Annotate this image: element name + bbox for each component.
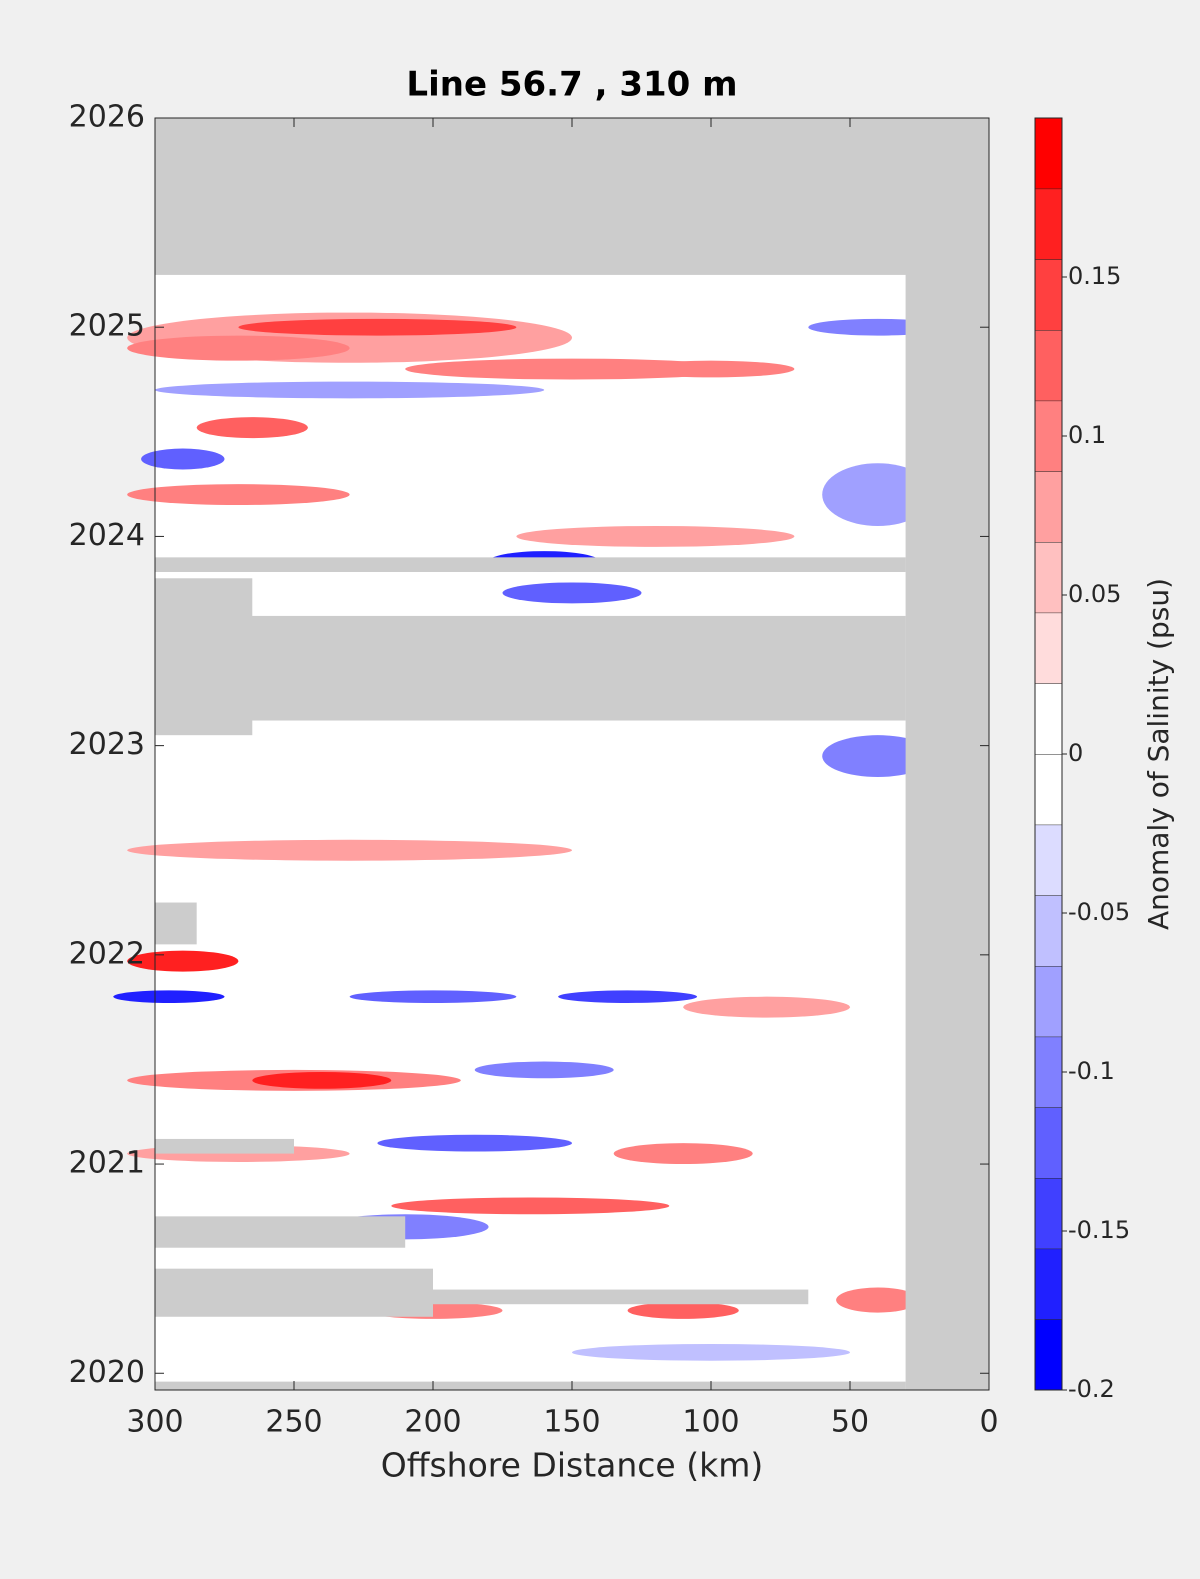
y-tick-label: 2025 bbox=[69, 309, 145, 344]
x-tick-label: 100 bbox=[682, 1405, 739, 1440]
colorbar-bin bbox=[1035, 188, 1062, 260]
y-tick-label: 2023 bbox=[69, 727, 145, 762]
anomaly-feature bbox=[155, 381, 545, 399]
masked-region bbox=[155, 1138, 294, 1154]
anomaly-feature bbox=[516, 525, 795, 547]
anomaly-feature bbox=[252, 1072, 392, 1089]
x-tick-label: 200 bbox=[404, 1405, 461, 1440]
masked-region bbox=[155, 1216, 406, 1248]
anomaly-feature bbox=[627, 1302, 739, 1319]
colorbar-label: Anomaly of Salinity (psu) bbox=[1142, 578, 1175, 930]
x-tick-label: 250 bbox=[265, 1405, 322, 1440]
colorbar-bin bbox=[1035, 259, 1062, 330]
x-tick-label: 300 bbox=[126, 1405, 183, 1440]
masked-region bbox=[155, 1268, 433, 1317]
anomaly-feature bbox=[558, 990, 698, 1003]
anomaly-feature bbox=[113, 990, 225, 1003]
anomaly-feature bbox=[836, 1287, 920, 1313]
chart-title: Line 56.7 , 310 m bbox=[406, 65, 737, 105]
colorbar-bin bbox=[1035, 471, 1062, 542]
x-tick-label: 150 bbox=[543, 1405, 600, 1440]
anomaly-feature bbox=[127, 839, 572, 861]
anomaly-feature bbox=[683, 996, 850, 1018]
anomaly-feature bbox=[474, 1061, 614, 1079]
colorbar-tick-label: -0.15 bbox=[1068, 1216, 1130, 1244]
colorbar-tick-label: 0.1 bbox=[1068, 421, 1106, 449]
anomaly-feature bbox=[349, 990, 517, 1003]
colorbar-bin bbox=[1035, 1036, 1062, 1108]
anomaly-feature bbox=[238, 318, 517, 336]
colorbar-bin bbox=[1035, 966, 1062, 1037]
colorbar-tick-label: -0.2 bbox=[1068, 1375, 1115, 1403]
x-axis-label: Offshore Distance (km) bbox=[381, 1446, 763, 1485]
colorbar-bin bbox=[1035, 612, 1062, 684]
colorbar-bin bbox=[1035, 824, 1062, 896]
colorbar-tick-label: 0.15 bbox=[1068, 262, 1121, 290]
anomaly-feature bbox=[127, 484, 350, 506]
colorbar-bin bbox=[1035, 1178, 1062, 1249]
anomaly-feature bbox=[141, 448, 225, 470]
masked-region bbox=[155, 557, 906, 572]
y-tick-label: 2024 bbox=[69, 518, 145, 553]
colorbar-bin bbox=[1035, 1107, 1062, 1178]
colorbar-tick-label: 0.05 bbox=[1068, 580, 1121, 608]
y-tick-label: 2022 bbox=[69, 936, 145, 971]
masked-region bbox=[155, 1381, 906, 1390]
anomaly-feature bbox=[391, 1197, 670, 1215]
masked-region bbox=[905, 118, 989, 1390]
colorbar-bin bbox=[1035, 330, 1062, 401]
masked-region bbox=[155, 615, 906, 721]
colorbar-bin bbox=[1035, 400, 1062, 472]
anomaly-feature bbox=[127, 335, 350, 361]
colorbar-tick-label: -0.05 bbox=[1068, 898, 1130, 926]
colorbar-bin bbox=[1035, 754, 1062, 825]
anomaly-feature bbox=[613, 1143, 753, 1165]
y-tick-label: 2026 bbox=[69, 100, 145, 135]
colorbar-bin bbox=[1035, 683, 1062, 754]
anomaly-feature bbox=[502, 582, 642, 604]
anomaly-feature bbox=[627, 360, 795, 378]
colorbar-bin bbox=[1035, 1319, 1062, 1390]
x-tick-label: 50 bbox=[831, 1405, 869, 1440]
x-tick-label: 0 bbox=[979, 1405, 998, 1440]
masked-region bbox=[155, 118, 989, 275]
masked-region bbox=[155, 902, 197, 945]
masked-region bbox=[155, 578, 253, 736]
colorbar-bin bbox=[1035, 542, 1062, 613]
colorbar-tick-label: 0 bbox=[1068, 739, 1083, 767]
y-tick-label: 2021 bbox=[69, 1146, 145, 1181]
colorbar-tick-label: -0.1 bbox=[1068, 1057, 1115, 1085]
y-tick-label: 2020 bbox=[69, 1355, 145, 1390]
colorbar-bin bbox=[1035, 118, 1062, 189]
colorbar-bin bbox=[1035, 895, 1062, 966]
colorbar-bin bbox=[1035, 1248, 1062, 1320]
anomaly-feature bbox=[572, 1343, 850, 1361]
anomaly-feature bbox=[196, 417, 308, 439]
anomaly-feature bbox=[377, 1134, 572, 1152]
